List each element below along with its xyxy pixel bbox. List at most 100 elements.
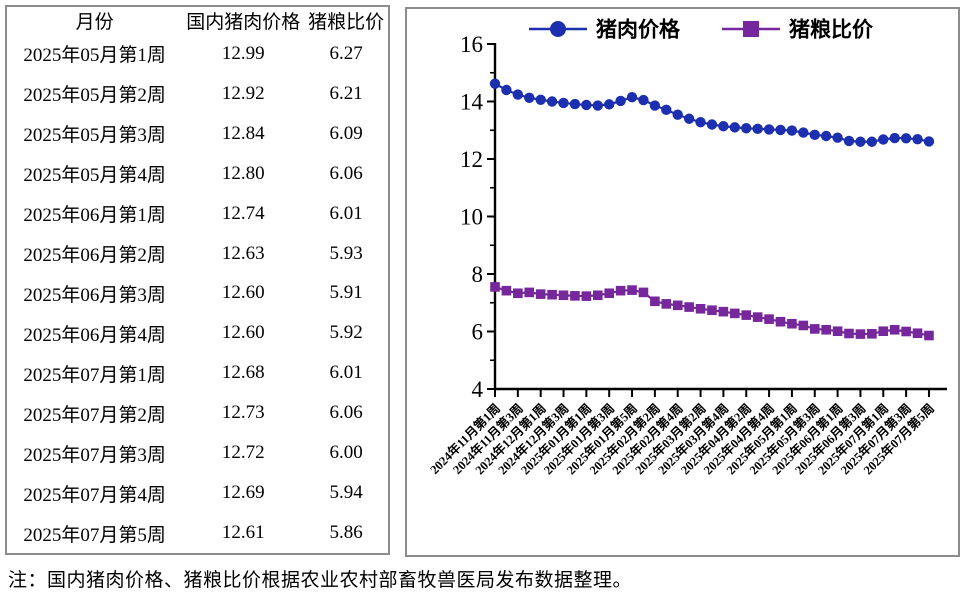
pork-price-point — [843, 135, 855, 147]
pork-price-point — [912, 133, 923, 145]
grain-ratio-point — [832, 326, 843, 337]
grain-ratio-point — [570, 291, 580, 301]
cell-grain-ratio: 6.27 — [329, 42, 363, 64]
grain-ratio-point — [867, 329, 877, 339]
grain-ratio-point — [718, 306, 729, 317]
cell-week: 2025年05月第1周 — [23, 45, 166, 67]
price-chart: 468101214162024年11月第1周2024年11月第3周2024年12… — [427, 18, 947, 477]
pork-price-point — [923, 136, 935, 147]
pork-price-point — [878, 134, 889, 145]
grain-ratio-point — [535, 289, 546, 299]
grain-ratio-point — [581, 291, 592, 301]
pork-price-point — [718, 121, 729, 132]
table-row: 2025年07月第5周 12.61 5.86 — [7, 513, 388, 553]
y-tick-label: 16 — [460, 32, 483, 57]
pork-price-point — [569, 98, 581, 110]
pork-price-point — [546, 96, 558, 107]
pork-price-point — [798, 127, 809, 138]
cell-week: 2025年05月第2周 — [23, 85, 166, 107]
cell-grain-ratio: 5.91 — [329, 282, 363, 304]
pork-price-point — [524, 92, 535, 103]
cell-week: 2025年06月第2周 — [23, 245, 166, 267]
grain-ratio-point — [798, 320, 809, 331]
cell-grain-ratio: 6.06 — [329, 402, 363, 424]
source-note: 注：国内猪肉价格、猪粮比价根据农业农村部畜牧兽医局发布数据整理。 — [8, 570, 633, 591]
table-row: 2025年07月第4周 12.69 5.94 — [7, 473, 388, 513]
grain-ratio-point — [615, 285, 626, 296]
pork-price-point — [535, 94, 546, 105]
pork-price-point — [832, 132, 843, 143]
y-tick-label: 6 — [472, 320, 484, 345]
legend-label-grain-ratio: 猪粮比价 — [788, 18, 874, 42]
pork-price-point — [741, 123, 752, 134]
cell-week: 2025年07月第5周 — [23, 524, 166, 546]
cell-week: 2025年06月第4周 — [23, 324, 166, 346]
pork-price-point — [683, 113, 695, 124]
y-tick-label: 14 — [460, 90, 484, 115]
pork-price-point — [626, 91, 638, 103]
grain-ratio-point — [592, 290, 603, 301]
cell-grain-ratio: 6.06 — [329, 162, 363, 184]
table-row: 2025年07月第3周 12.72 6.00 — [7, 433, 388, 473]
pork-price-point — [900, 133, 912, 144]
cell-pork-price: 12.73 — [221, 402, 265, 424]
grain-ratio-point — [821, 324, 831, 335]
grain-ratio-point — [844, 328, 854, 339]
grain-ratio-point — [912, 328, 923, 339]
cell-grain-ratio: 5.86 — [329, 522, 363, 544]
legend-label-pork-price: 猪肉价格 — [595, 18, 681, 42]
table-row: 2025年06月第3周 12.60 5.91 — [7, 274, 388, 314]
cell-week: 2025年07月第4周 — [23, 484, 166, 506]
pork-price-point — [695, 117, 706, 128]
cell-pork-price: 12.92 — [221, 82, 265, 104]
grain-ratio-point — [901, 326, 911, 337]
cell-grain-ratio: 6.01 — [329, 202, 363, 224]
legend-circle-marker — [550, 21, 566, 37]
grain-ratio-point — [775, 316, 786, 327]
grain-ratio-point — [604, 288, 614, 299]
table-header-grain-ratio: 猪粮比价 — [308, 12, 385, 33]
cell-week: 2025年05月第4周 — [23, 165, 166, 187]
grain-ratio-point — [650, 296, 660, 307]
cell-week: 2025年07月第3周 — [23, 444, 166, 466]
pork-price-point — [855, 136, 866, 147]
cell-pork-price: 12.74 — [221, 202, 265, 224]
table-row: 2025年06月第2周 12.63 5.93 — [7, 234, 388, 274]
cell-pork-price: 12.80 — [221, 162, 265, 184]
grain-ratio-point — [638, 287, 649, 298]
pork-price-point — [501, 84, 512, 96]
pork-price-point — [558, 97, 569, 109]
table-row: 2025年06月第4周 12.60 5.92 — [7, 313, 388, 353]
cell-grain-ratio: 5.94 — [329, 482, 363, 504]
grain-ratio-point — [889, 324, 900, 335]
grain-ratio-point — [490, 282, 500, 292]
cell-week: 2025年07月第2周 — [23, 404, 166, 426]
cell-pork-price: 12.99 — [221, 42, 265, 64]
table-row: 2025年07月第2周 12.73 6.06 — [7, 393, 388, 433]
grain-ratio-point — [661, 299, 672, 309]
price-table: 月份 国内猪肉价格 猪粮比价 2025年05月第1周 12.99 6.27 2025年… — [7, 7, 388, 553]
grain-ratio-point — [513, 288, 523, 299]
pork-price-point — [866, 136, 878, 147]
grain-ratio-point — [501, 285, 512, 296]
cell-pork-price: 12.69 — [221, 482, 265, 504]
legend-square-marker — [743, 21, 759, 37]
pork-price-point — [820, 130, 832, 142]
table-row: 2025年05月第4周 12.80 6.06 — [7, 154, 388, 194]
pork-price-point — [786, 125, 798, 136]
grain-ratio-point — [524, 287, 535, 298]
cell-pork-price: 12.68 — [221, 362, 265, 384]
cell-grain-ratio: 6.01 — [329, 362, 363, 384]
pork-price-point — [809, 129, 820, 141]
table-row: 2025年06月第1周 12.74 6.01 — [7, 194, 388, 234]
table-row: 2025年05月第1周 12.99 6.27 — [7, 34, 388, 74]
grain-ratio-point — [787, 318, 797, 329]
cell-week: 2025年07月第1周 — [23, 364, 166, 386]
pork-price-point — [752, 123, 763, 135]
cell-pork-price: 12.84 — [221, 122, 265, 144]
cell-grain-ratio: 5.93 — [329, 242, 363, 264]
series-line-pork-price — [494, 82, 930, 143]
cell-grain-ratio: 6.21 — [329, 82, 363, 104]
cell-week: 2025年06月第3周 — [23, 284, 166, 306]
